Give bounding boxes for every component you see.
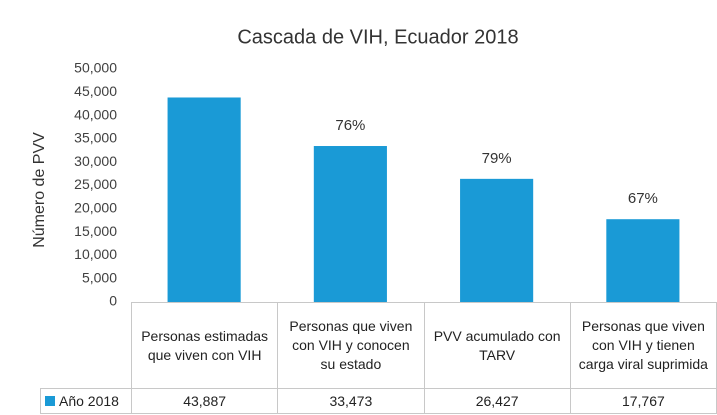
category-cell: Personas que viven con VIH y conocen su … [277, 302, 425, 389]
category-cell: Personas estimadas que viven con VIH [131, 302, 279, 389]
y-tick-label: 45,000 [74, 83, 117, 99]
value-cell: 43,887 [131, 388, 279, 414]
value-cell: 33,473 [277, 388, 425, 414]
bar [460, 178, 534, 302]
legend-label: Año 2018 [59, 392, 119, 409]
y-tick-label: 40,000 [74, 106, 117, 122]
y-axis-label: Número de PVV [31, 132, 48, 248]
bar [167, 97, 241, 303]
legend-cell: Año 2018 [40, 388, 132, 414]
legend-swatch [45, 396, 55, 406]
annotation: 79% [482, 150, 512, 167]
y-tick-label: 35,000 [74, 130, 117, 146]
y-tick-label: 20,000 [74, 200, 117, 216]
y-tick-label: 25,000 [74, 176, 117, 192]
annotation: 76% [335, 117, 365, 134]
value-cell: 17,767 [569, 388, 717, 414]
y-tick-label: 10,000 [74, 246, 117, 262]
category-cell: Personas que viven con VIH y tienen carg… [569, 302, 717, 389]
y-tick-label: 0 [109, 293, 117, 309]
y-tick-label: 30,000 [74, 153, 117, 169]
category-cell: PVV acumulado con TARV [423, 302, 571, 389]
annotation: 67% [628, 190, 658, 207]
y-tick-label: 5,000 [82, 269, 117, 285]
value-cell: 26,427 [423, 388, 571, 414]
y-tick-label: 15,000 [74, 223, 117, 239]
y-tick-label: 50,000 [74, 60, 117, 76]
bar [313, 146, 387, 302]
chart-title: Cascada de VIH, Ecuador 2018 [237, 26, 518, 48]
bar [606, 219, 680, 302]
